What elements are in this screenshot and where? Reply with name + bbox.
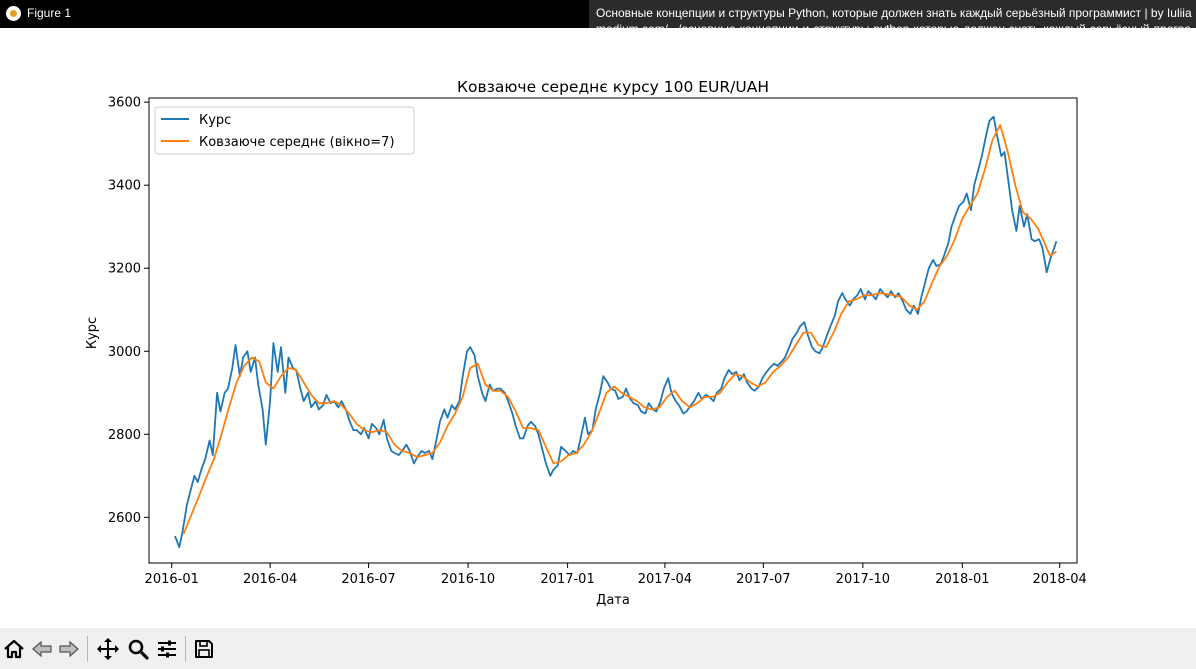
legend-entry-label: Курс: [199, 113, 231, 128]
legend: Курс Ковзаюче середнє (вікно=7): [154, 106, 415, 155]
x-tick-label: 2018-04: [1033, 572, 1087, 587]
sliders-icon: [158, 640, 176, 658]
chart-title: Ковзаюче середнє курсу 100 EUR/UAH: [457, 78, 769, 96]
window-title: Figure 1: [27, 6, 72, 20]
zoom-icon: [128, 639, 149, 660]
back-button[interactable]: [29, 636, 55, 662]
y-tick-label: 2800: [108, 428, 141, 443]
toolbar-separator: [87, 636, 88, 662]
arrow-right-icon: [59, 640, 79, 658]
x-tick-label: 2016-07: [341, 572, 395, 587]
x-axis-label: Дата: [596, 593, 630, 608]
configure-subplots-button[interactable]: [154, 636, 180, 662]
y-tick-label: 3200: [108, 262, 141, 277]
x-tick-label: 2017-10: [836, 572, 890, 587]
x-tick-label: 2017-04: [638, 572, 692, 587]
y-tick-label: 3400: [108, 179, 141, 194]
x-tick-label: 2016-04: [243, 572, 297, 587]
y-tick-label: 3000: [108, 345, 141, 360]
y-tick-label: 2600: [108, 511, 141, 526]
tooltip-page-title: Основные концепции и структуры Python, к…: [596, 6, 1192, 20]
x-tick-label: 2017-01: [540, 572, 594, 587]
home-icon: [4, 639, 24, 659]
move-icon: [97, 638, 119, 660]
zoom-button[interactable]: [125, 636, 151, 662]
legend-box: [154, 106, 415, 155]
save-button[interactable]: [191, 636, 217, 662]
toolbar-separator: [185, 636, 186, 662]
arrow-left-icon: [32, 640, 52, 658]
axes-frame: [148, 97, 1078, 564]
navigation-toolbar: [0, 628, 1196, 669]
legend-entry-label: Ковзаюче середнє (вікно=7): [199, 135, 395, 150]
figure-canvas: Ковзаюче середнє курсу 100 EUR/UAH 2016-…: [0, 28, 1196, 628]
y-tick-label: 3600: [108, 96, 141, 111]
x-tick-label: 2017-07: [736, 572, 790, 587]
series-line-moving-average: [182, 124, 1057, 535]
save-icon: [195, 640, 213, 658]
home-button[interactable]: [1, 636, 27, 662]
pan-button[interactable]: [95, 636, 121, 662]
plot-area: 2016-01 2016-04 2016-07 2016-10 2017-01 2017-…: [108, 96, 1087, 587]
y-axis-label: Курс: [85, 317, 100, 349]
matplotlib-app-icon: [6, 6, 21, 21]
forward-button[interactable]: [56, 636, 82, 662]
series-line-rate: [174, 115, 1058, 549]
x-tick-label: 2018-01: [935, 572, 989, 587]
x-tick-label: 2016-01: [145, 572, 199, 587]
x-tick-label: 2016-10: [441, 572, 495, 587]
